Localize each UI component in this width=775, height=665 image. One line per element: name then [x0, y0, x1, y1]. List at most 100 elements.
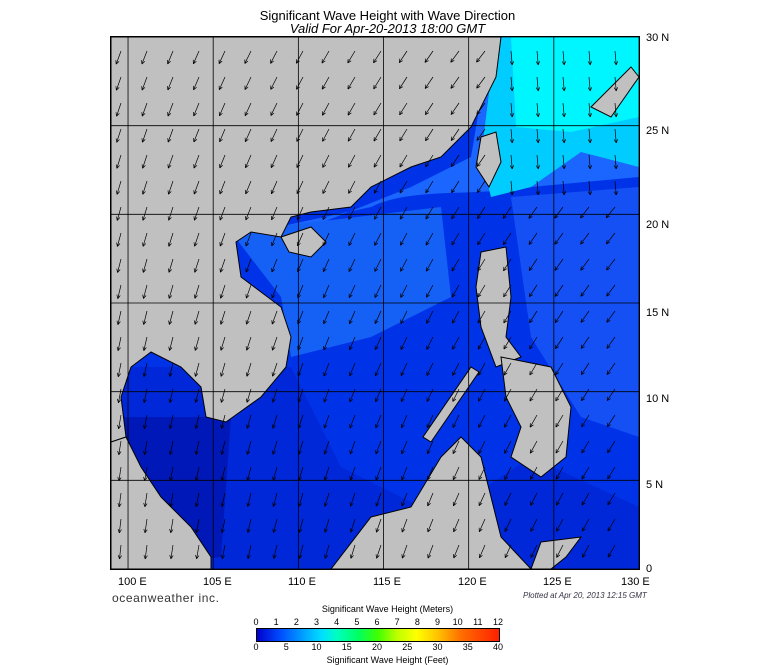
wave-direction-arrowhead [349, 424, 354, 429]
lon-label-115e: 115 E [373, 576, 401, 588]
land-china-indochina [111, 37, 502, 443]
wave-direction-arrow [347, 76, 356, 90]
wave-direction-arrowhead [400, 293, 405, 298]
wave-direction-arrow [348, 180, 356, 194]
wave-direction-arrowhead [270, 163, 275, 169]
wave-direction-arrowhead [555, 370, 560, 376]
wave-direction-arrow [219, 128, 226, 143]
wave-direction-arrow [218, 76, 226, 90]
wave-direction-arrowhead [503, 266, 508, 272]
wave-direction-arrowhead [295, 59, 300, 64]
wave-direction-arrow [247, 544, 252, 559]
lat-label-25n: 25 N [646, 125, 670, 137]
wave-direction-arrowhead [322, 267, 327, 273]
wave-direction-arrow [247, 466, 252, 481]
wave-direction-arrowhead [323, 476, 328, 481]
wave-direction-arrowhead [323, 502, 328, 507]
wave-direction-arrowhead [167, 59, 171, 65]
wave-direction-arrow [555, 388, 564, 402]
wave-direction-arrow [504, 518, 512, 532]
wave-direction-arrowhead [298, 554, 303, 559]
wave-direction-arrow [400, 258, 408, 272]
wave-direction-arrowhead [452, 371, 456, 376]
wave-direction-arrowhead [476, 136, 481, 141]
wave-direction-arrowhead [244, 163, 249, 169]
wave-direction-arrow [606, 232, 616, 245]
wave-direction-arrowhead [476, 58, 481, 63]
wave-direction-arrowhead [373, 163, 378, 168]
wave-direction-arrow [452, 466, 460, 480]
wave-direction-arrow [244, 76, 252, 90]
wave-direction-arrowhead [195, 554, 200, 559]
wave-direction-arrowhead [272, 476, 277, 481]
wave-direction-arrowhead [504, 475, 509, 480]
wave-direction-arrow [219, 232, 226, 247]
wave-direction-arrowhead [529, 449, 534, 454]
wave-direction-arrowhead [425, 241, 430, 246]
colorbar-meters-tick: 3 [313, 617, 320, 627]
wave-direction-arrowhead [373, 189, 378, 194]
wave-direction-arrow [476, 180, 486, 193]
wave-direction-arrowhead [323, 450, 328, 455]
wave-direction-arrowhead [373, 137, 378, 142]
wave-direction-arrowhead [296, 111, 300, 116]
wave-direction-arrow [246, 440, 252, 455]
wave-direction-arrow [503, 258, 512, 271]
wave-direction-arrowhead [424, 110, 429, 115]
wave-direction-arrowhead [502, 214, 507, 219]
wave-direction-arrow [348, 258, 356, 272]
wave-direction-arrowhead [270, 85, 275, 90]
wave-direction-arrow [298, 466, 304, 481]
wave-direction-arrow [453, 544, 460, 559]
wave-direction-arrowhead [348, 215, 353, 220]
wave-direction-arrow [503, 388, 512, 402]
wave-direction-arrow [605, 206, 616, 219]
wave-direction-arrowhead [270, 137, 275, 142]
wave-direction-arrow [117, 336, 122, 351]
wave-direction-arrowhead [478, 449, 483, 454]
wave-direction-arrowhead [348, 345, 353, 351]
wave-direction-arrow [220, 388, 226, 403]
wave-direction-arrowhead [194, 476, 199, 481]
wave-direction-arrow [296, 76, 304, 90]
wave-direction-arrowhead [606, 422, 611, 428]
land-taiwan [475, 131, 502, 189]
wave-direction-arrowhead [426, 293, 430, 298]
wave-direction-arrow [452, 388, 460, 402]
wave-direction-arrow [297, 258, 304, 273]
wave-direction-arrowhead [587, 139, 592, 144]
wave-direction-arrow [271, 232, 278, 247]
wave-direction-arrowhead [509, 61, 514, 66]
wave-direction-arrowhead [349, 528, 354, 533]
wave-direction-arrowhead [348, 319, 353, 325]
wave-direction-arrowhead [503, 292, 508, 298]
wave-direction-arrowhead [169, 554, 174, 560]
wave-direction-arrow [376, 518, 382, 533]
wave-direction-arrowhead [297, 293, 301, 299]
wave-direction-arrowhead [453, 553, 457, 559]
wave-direction-arrow [144, 466, 148, 481]
wave-direction-arrow [504, 466, 512, 480]
wave-direction-arrowhead [323, 528, 328, 533]
wave-direction-arrowhead [142, 398, 147, 403]
colorbar-meters-tick: 6 [374, 617, 380, 627]
wave-height-map [111, 37, 639, 569]
wave-direction-arrow [503, 336, 512, 350]
wave-direction-arrow [427, 544, 434, 559]
wave-direction-arrowhead [271, 320, 276, 325]
wave-direction-arrow [451, 284, 460, 298]
wave-direction-arrowhead [193, 242, 198, 247]
wave-direction-arrowhead [477, 345, 482, 350]
wave-direction-arrowhead [554, 240, 559, 245]
wave-direction-arrow [424, 76, 434, 89]
wave-direction-arrowhead [530, 553, 535, 558]
wave-direction-arrow [581, 414, 590, 428]
wave-direction-arrow [298, 492, 304, 507]
wave-direction-arrow [246, 310, 252, 325]
wave-direction-arrow [374, 206, 382, 220]
wave-direction-arrowhead [561, 113, 566, 118]
wave-direction-arrow [220, 362, 226, 377]
wave-direction-arrowhead [194, 346, 199, 351]
wave-direction-arrow [168, 310, 174, 325]
wave-direction-arrow [349, 362, 356, 377]
